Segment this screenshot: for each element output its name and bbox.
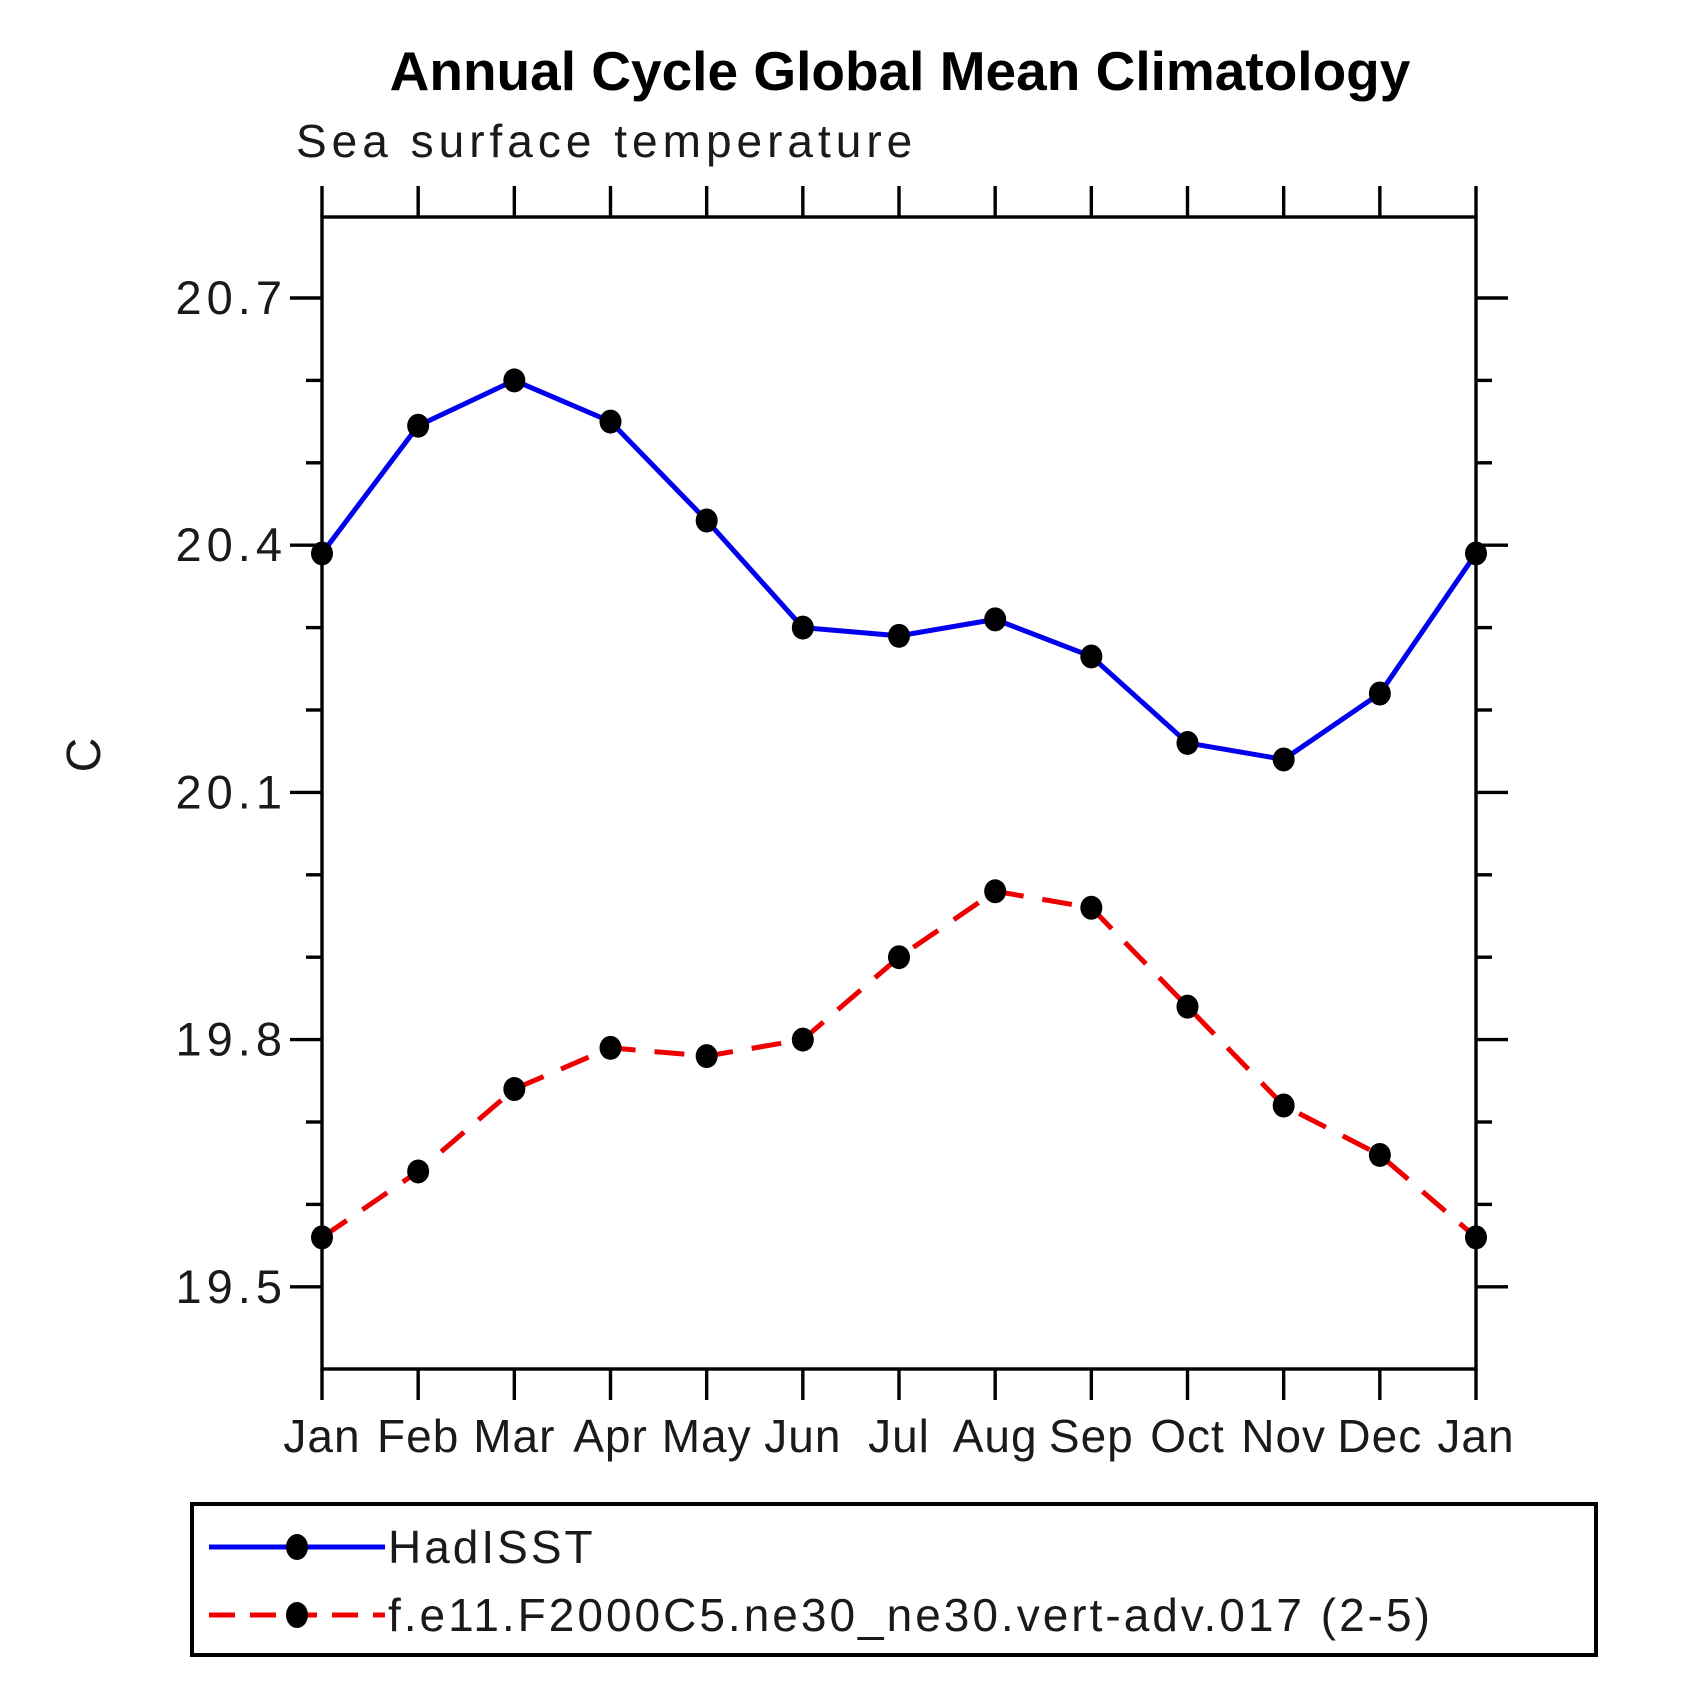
x-tick-label: Sep	[1049, 1410, 1134, 1462]
legend-line-sample-solid	[209, 1534, 385, 1560]
data-point-marker	[695, 1044, 718, 1069]
data-point-marker	[407, 413, 430, 438]
x-tick-label: Jun	[764, 1410, 841, 1462]
y-tick-label: 20.7	[176, 271, 287, 324]
data-point-marker	[1176, 730, 1199, 755]
data-point-marker	[1080, 644, 1103, 669]
x-tick-label: Jan	[1437, 1410, 1514, 1462]
data-point-marker	[1272, 1093, 1295, 1118]
chart-subtitle: Sea surface temperature	[296, 115, 917, 167]
legend-label-hadisst: HadISST	[388, 1521, 596, 1573]
legend-entry-hadisst: HadISST	[206, 1520, 596, 1574]
y-tick-label: 19.5	[176, 1260, 287, 1313]
x-tick-label: May	[662, 1410, 752, 1462]
tick-labels-layer: Jan Feb Mar Apr May Jun Jul Aug Sep Oct Nov Dec Jan 1…	[176, 271, 1514, 1462]
legend: HadISST f.e11.F2000C5.ne30_ne30.vert-adv…	[190, 1502, 1598, 1657]
data-point-marker	[1465, 541, 1487, 566]
y-tick-label: 19.8	[176, 1013, 287, 1066]
x-tick-label: Jul	[868, 1410, 930, 1462]
x-tick-label: Apr	[573, 1410, 648, 1462]
data-point-marker	[599, 1035, 622, 1060]
x-tick-label: Jan	[283, 1410, 360, 1462]
x-tick-label: Dec	[1337, 1410, 1422, 1462]
data-point-marker	[503, 368, 526, 393]
data-point-marker	[311, 1225, 333, 1250]
axes-layer	[290, 186, 1508, 1400]
y-axis-title: C	[58, 738, 111, 773]
data-point-marker	[888, 623, 910, 648]
series-line-model	[320, 888, 1478, 1240]
x-tick-label: Mar	[473, 1410, 555, 1462]
data-point-marker	[407, 1159, 430, 1184]
page-title: Annual Cycle Global Mean Climatology	[390, 40, 1411, 102]
data-point-marker	[1176, 994, 1199, 1019]
series-line-hadisst	[320, 377, 1479, 763]
x-tick-label: Oct	[1150, 1410, 1225, 1462]
data-point-marker	[791, 615, 814, 640]
data-point-marker	[888, 945, 910, 970]
data-point-marker	[1272, 747, 1295, 772]
data-point-marker	[599, 409, 622, 434]
data-point-marker	[1465, 1225, 1487, 1250]
data-point-marker	[695, 508, 718, 533]
y-tick-label: 20.4	[176, 518, 287, 571]
legend-sample-marker	[286, 1602, 308, 1628]
data-point-marker	[1368, 681, 1391, 706]
legend-sample-marker	[286, 1534, 308, 1560]
x-tick-label: Feb	[377, 1410, 459, 1462]
legend-label-model: f.e11.F2000C5.ne30_ne30.vert-adv.017 (2-…	[388, 1589, 1433, 1641]
data-point-marker	[503, 1077, 526, 1102]
legend-line-sample-dashed	[209, 1602, 385, 1628]
legend-entry-model: f.e11.F2000C5.ne30_ne30.vert-adv.017 (2-…	[206, 1588, 1433, 1642]
x-tick-label: Nov	[1241, 1410, 1326, 1462]
data-point-marker	[1368, 1142, 1391, 1167]
x-tick-label: Aug	[953, 1410, 1038, 1462]
data-point-marker	[984, 607, 1007, 632]
series-layer	[311, 368, 1487, 1250]
data-point-marker	[311, 541, 333, 566]
data-point-marker	[791, 1027, 814, 1052]
data-point-marker	[984, 879, 1007, 904]
y-tick-label: 20.1	[176, 765, 287, 818]
data-point-marker	[1080, 895, 1103, 920]
